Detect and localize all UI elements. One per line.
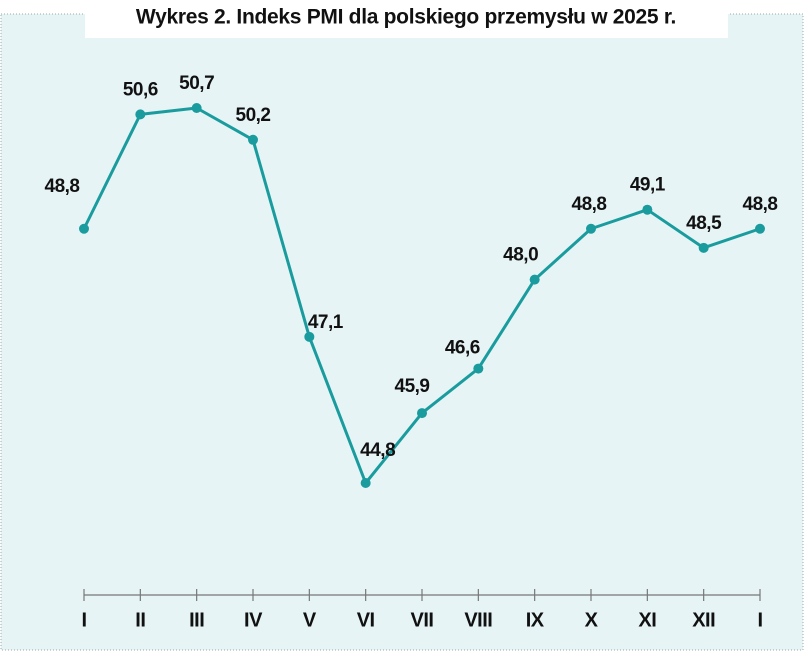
- data-point: [642, 204, 653, 215]
- data-point: [135, 109, 146, 120]
- data-point: [755, 223, 765, 234]
- data-point: [698, 242, 709, 253]
- data-label: 50,6: [123, 79, 158, 100]
- data-point: [191, 103, 202, 113]
- x-tick-label: VIII: [464, 609, 492, 631]
- data-point: [417, 408, 427, 419]
- x-tick-label: IX: [526, 609, 545, 631]
- x-tick-label: XI: [638, 609, 656, 631]
- x-tick-label: IV: [244, 609, 263, 631]
- x-tick-label: VI: [357, 609, 375, 631]
- data-label: 49,1: [630, 175, 666, 196]
- data-point: [360, 478, 371, 488]
- x-tick-label: I: [81, 609, 86, 631]
- chart-title: Wykres 2. Indeks PMI dla polskiego przem…: [136, 6, 676, 29]
- x-tick-label: V: [303, 609, 317, 631]
- title-box: [85, 0, 728, 38]
- data-label: 50,7: [179, 73, 214, 94]
- data-label: 48,8: [45, 176, 80, 197]
- data-point: [529, 274, 540, 285]
- x-tick-label: III: [189, 609, 204, 631]
- x-tick-label: I: [757, 609, 762, 631]
- data-label: 46,6: [445, 338, 480, 359]
- data-label: 48,0: [503, 245, 538, 266]
- data-point: [248, 134, 258, 145]
- data-label: 48,5: [686, 213, 722, 234]
- x-tick-label: XII: [692, 609, 715, 631]
- x-tick-label: II: [135, 609, 145, 631]
- data-label: 47,1: [308, 312, 344, 333]
- data-label: 48,8: [572, 194, 607, 215]
- data-point: [586, 223, 596, 234]
- data-point: [79, 223, 89, 234]
- x-tick-label: VII: [411, 609, 434, 631]
- data-point: [473, 363, 484, 374]
- x-tick-label: X: [585, 609, 599, 631]
- chart-background: [0, 13, 804, 651]
- data-label: 44,8: [360, 440, 395, 461]
- data-label: 48,8: [743, 194, 778, 215]
- data-label: 45,9: [395, 376, 430, 397]
- data-label: 50,2: [236, 105, 271, 126]
- data-point: [304, 331, 315, 342]
